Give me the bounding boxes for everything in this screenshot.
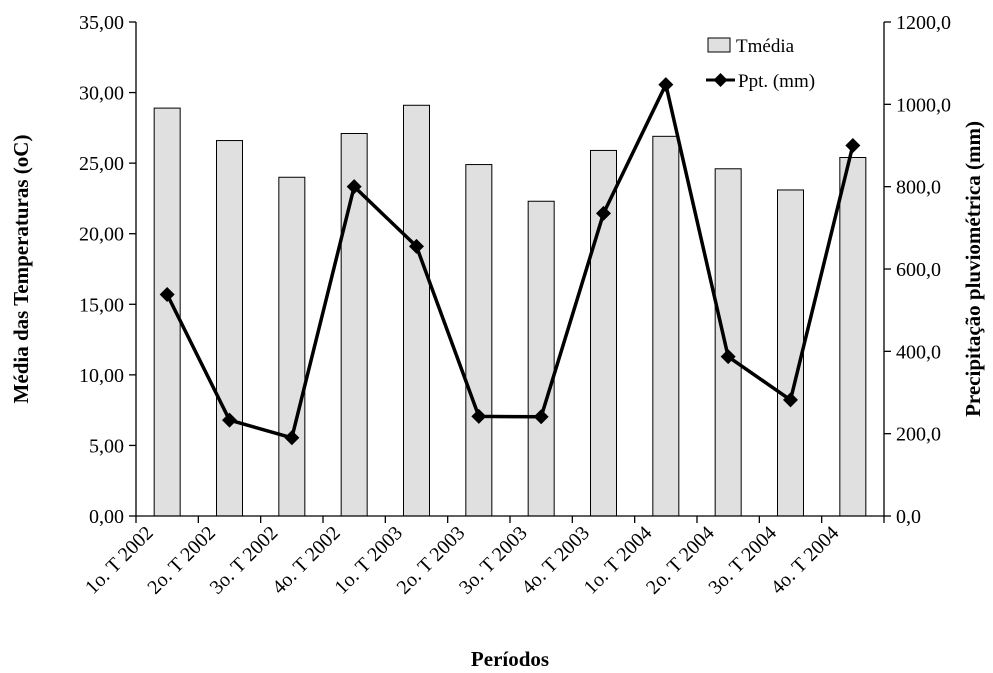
legend-label-ppt: Ppt. (mm) (738, 71, 815, 92)
legend-label-tmedia: Tmédia (736, 36, 795, 57)
y-tick-label: 0,00 (89, 506, 124, 528)
y-tick-label: 25,00 (79, 153, 124, 175)
precipitation-point (222, 412, 237, 428)
bar-tmedia (590, 149, 617, 517)
precipitation-point (159, 287, 175, 303)
bar-tmedia (777, 189, 804, 517)
y2-tick-label: 1200,0 (896, 12, 951, 34)
y-axis-title: Média das Temperaturas (oC) (9, 135, 33, 404)
x-axis-title: Períodos (471, 647, 549, 671)
y2-tick-label: 400,0 (896, 341, 941, 363)
precipitation-point (284, 430, 300, 446)
precipitation-point (409, 238, 424, 254)
precipitation-point (845, 138, 861, 153)
x-tick-label: 4o. T 2004 (767, 522, 844, 599)
tick-marks (129, 21, 891, 523)
legend-swatch-tmedia (707, 37, 731, 53)
y-tick-label: 5,00 (89, 435, 124, 457)
bar-tmedia (403, 104, 430, 517)
legend-marker-ppt (713, 73, 728, 87)
bar-tmedia (714, 168, 742, 517)
bar-tmedia (839, 156, 867, 517)
bar-tmedia (527, 200, 555, 517)
y-tick-label: 20,00 (79, 224, 124, 246)
precipitation-point (658, 77, 674, 93)
y-tick-label: 15,00 (79, 294, 124, 316)
precipitation-point (533, 409, 549, 425)
temperature-bars (153, 104, 867, 517)
precipitation-point (471, 408, 487, 424)
precipitation-point (720, 349, 736, 365)
y-tick-label: 35,00 (79, 12, 124, 34)
y2-tick-label: 200,0 (896, 424, 941, 446)
bar-tmedia (216, 140, 243, 517)
y2-axis-title: Precipitação pluviométrica (mm) (961, 121, 985, 417)
y2-tick-label: 800,0 (896, 177, 941, 199)
y2-tick-label: 1000,0 (896, 94, 951, 116)
y-tick-label: 30,00 (79, 83, 124, 105)
bar-tmedia (465, 164, 493, 517)
precipitation-point (346, 179, 362, 195)
y2-tick-label: 0,0 (896, 506, 921, 528)
precipitation-point (783, 392, 798, 408)
y-tick-label: 10,00 (79, 365, 124, 387)
axes (135, 22, 885, 517)
legend: Tmédia Ppt. (mm) (706, 36, 815, 92)
precipitation-series-line (165, 82, 855, 440)
bar-tmedia (278, 176, 306, 517)
y2-tick-label: 600,0 (896, 259, 941, 281)
tick-labels: 0,00 5,00 10,00 15,00 20,00 25,00 30,00 35,00 0,… (79, 12, 951, 599)
precipitation-line (159, 77, 861, 446)
bar-tmedia (652, 135, 680, 517)
precipitation-point (596, 205, 611, 221)
